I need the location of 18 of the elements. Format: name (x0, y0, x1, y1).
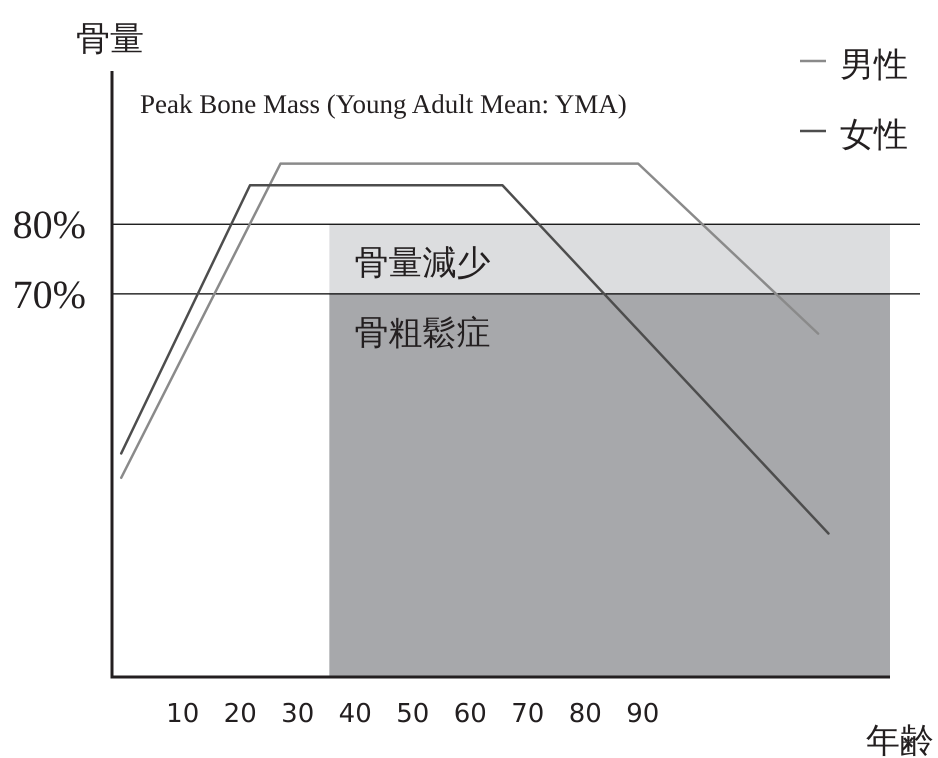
legend-label: 男性 (840, 45, 908, 85)
annotation: 骨量減少 (354, 243, 490, 284)
legend-label: 女性 (840, 115, 908, 155)
x-axis-title: 年齢 (866, 721, 934, 758)
y-axis-title: 骨量 (76, 19, 144, 59)
annotation: 骨粗鬆症 (354, 312, 490, 353)
x-tick-label: 60 (454, 699, 487, 729)
x-tick-label: 70 (511, 699, 544, 729)
annotation: Peak Bone Mass (Young Adult Mean: YMA) (140, 89, 627, 119)
x-tick-label: 50 (396, 699, 430, 729)
x-tick-label: 10 (166, 699, 200, 729)
x-tick-label: 30 (281, 699, 314, 729)
y-tick-label: 80% (12, 202, 86, 248)
x-tick-label: 40 (338, 699, 372, 729)
x-tick-label: 90 (626, 699, 660, 729)
x-tick-label: 80 (568, 699, 602, 729)
x-tick-label: 20 (224, 699, 257, 729)
y-tick-label: 70% (12, 272, 86, 317)
